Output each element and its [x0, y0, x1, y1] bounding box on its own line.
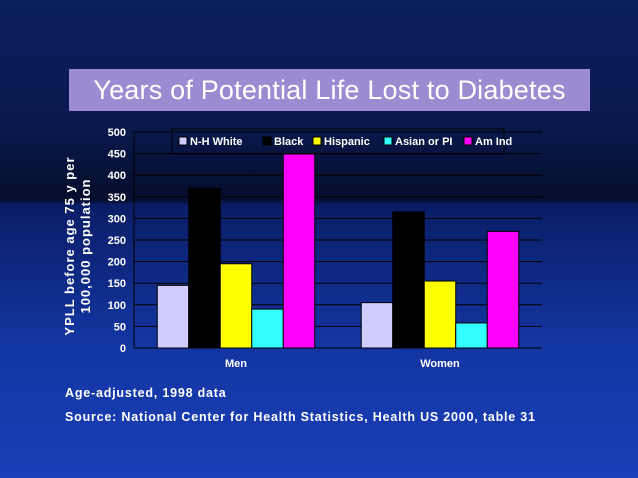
legend-label: Hispanic — [324, 136, 370, 148]
y-tick-label: 50 — [114, 321, 126, 333]
legend-label: Black — [274, 136, 304, 148]
legend-swatch — [262, 136, 272, 146]
y-tick-label: 300 — [108, 213, 126, 225]
legend-box — [171, 128, 505, 155]
y-tick-label: 400 — [108, 170, 126, 182]
legend-swatch — [383, 136, 393, 146]
x-tick-label: Men — [225, 358, 247, 370]
bar — [360, 302, 394, 349]
bar — [219, 263, 253, 349]
source-note: Source: National Center for Health Stati… — [65, 410, 536, 424]
y-tick-label: 100 — [108, 300, 126, 312]
bar — [156, 284, 190, 349]
y-tick-label: 0 — [120, 343, 126, 355]
bar — [486, 230, 520, 349]
legend-label: Asian or PI — [395, 136, 452, 148]
y-tick-label: 350 — [108, 192, 126, 204]
age-adjusted-note: Age-adjusted, 1998 data — [65, 386, 227, 400]
y-tick-label: 250 — [108, 235, 126, 247]
legend-swatch — [463, 136, 473, 146]
title-box: Years of Potential Life Lost to Diabetes — [69, 69, 590, 111]
legend-label: Am Ind — [475, 136, 512, 148]
legend-swatch — [178, 136, 188, 146]
legend-label: N-H White — [190, 136, 243, 148]
bar — [423, 280, 457, 349]
bar — [455, 322, 488, 349]
bar — [392, 211, 425, 349]
x-tick-label: Women — [420, 358, 460, 370]
legend-swatch — [312, 136, 322, 146]
bar — [251, 308, 284, 349]
y-tick-label: 150 — [108, 278, 126, 290]
chart-title: Years of Potential Life Lost to Diabetes — [93, 74, 566, 105]
bar — [282, 153, 316, 349]
bar — [188, 187, 221, 349]
y-tick-label: 500 — [108, 127, 126, 139]
y-tick-label: 200 — [108, 257, 126, 269]
y-tick-label: 450 — [108, 149, 126, 161]
